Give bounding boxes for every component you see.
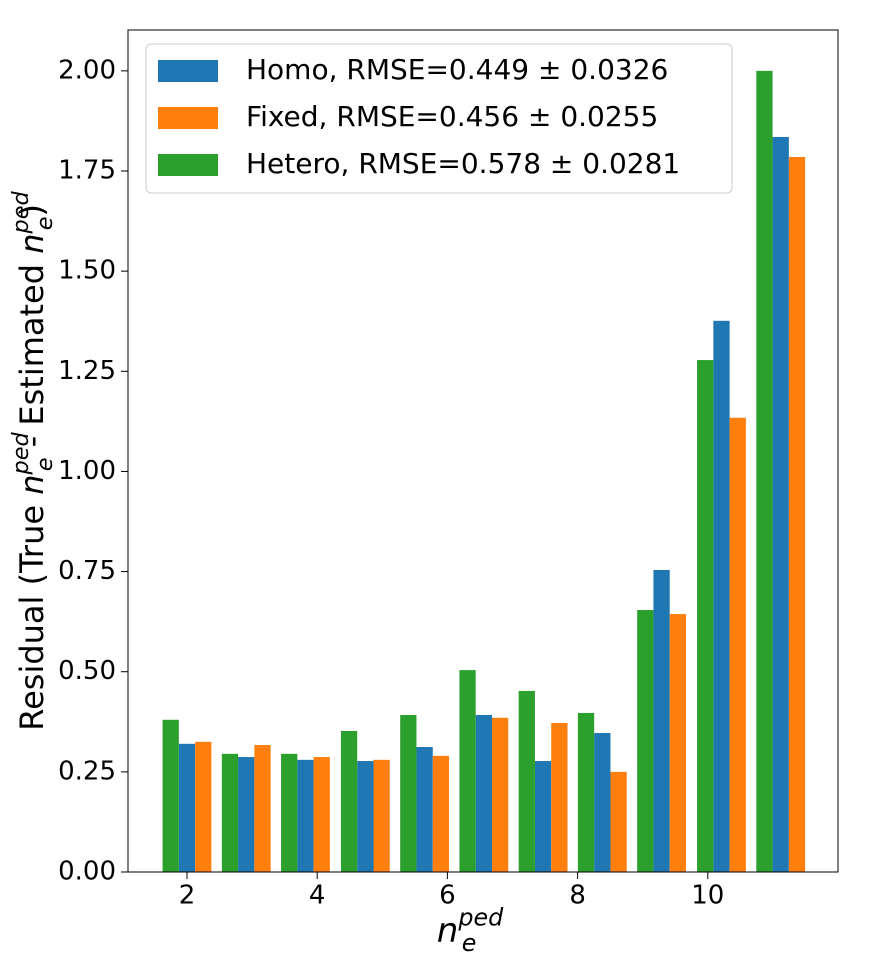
bar [373,759,390,872]
y-tick-label: 1.50 [58,256,116,286]
bar [594,733,611,872]
y-tick-label: 1.75 [58,156,116,186]
bar [238,757,255,872]
x-tick-label: 2 [179,881,196,911]
bar [475,714,492,872]
legend-label: Fixed, RMSE=0.456 ± 0.0255 [246,100,658,133]
legend-box [145,43,733,194]
bar [637,610,654,872]
bar [357,761,374,872]
bar [178,743,196,872]
x-axis-label: npede​ [437,903,504,957]
bar [340,730,358,872]
bar [713,320,730,872]
bar [313,757,330,872]
y-tick-label: 1.00 [58,456,116,486]
bar [459,670,476,872]
bar [518,690,535,872]
x-tick-label: 8 [569,881,586,911]
x-tick-label: 6 [439,881,456,911]
y-tick-label: 2.00 [58,55,116,85]
bar [162,719,179,872]
legend-label: Hetero, RMSE=0.578 ± 0.0281 [246,147,680,180]
bar [491,717,509,872]
bar [551,722,568,872]
bar [432,755,450,872]
bar [195,741,212,872]
x-tick-label: 4 [309,881,326,911]
legend-swatch [158,154,218,176]
bar [281,753,298,872]
y-axis-label: Residual (True npede​ - Estimated npede​… [8,190,58,730]
bar [669,614,686,872]
y-tick-label: 0.50 [58,656,116,686]
bar [729,417,746,872]
bar [697,360,714,872]
x-tick-label: 10 [691,881,724,911]
bar [297,759,314,872]
legend-swatch [158,60,218,82]
y-tick-label: 0.00 [58,857,116,887]
bar [772,136,789,873]
legend-swatch [158,107,218,129]
bar [254,745,271,872]
bar [221,753,239,872]
plot-frame [127,29,839,873]
bar [756,70,773,873]
y-tick-label: 1.25 [58,356,116,386]
bar [400,714,417,872]
bar [788,156,806,873]
y-tick-label: 0.25 [58,756,116,786]
bar [653,569,670,872]
y-tick-label: 0.75 [58,556,116,586]
bar [577,712,595,872]
bar [534,761,552,872]
bar [416,747,433,872]
bar [610,771,627,872]
legend-label: Homo, RMSE=0.449 ± 0.0326 [246,53,668,86]
